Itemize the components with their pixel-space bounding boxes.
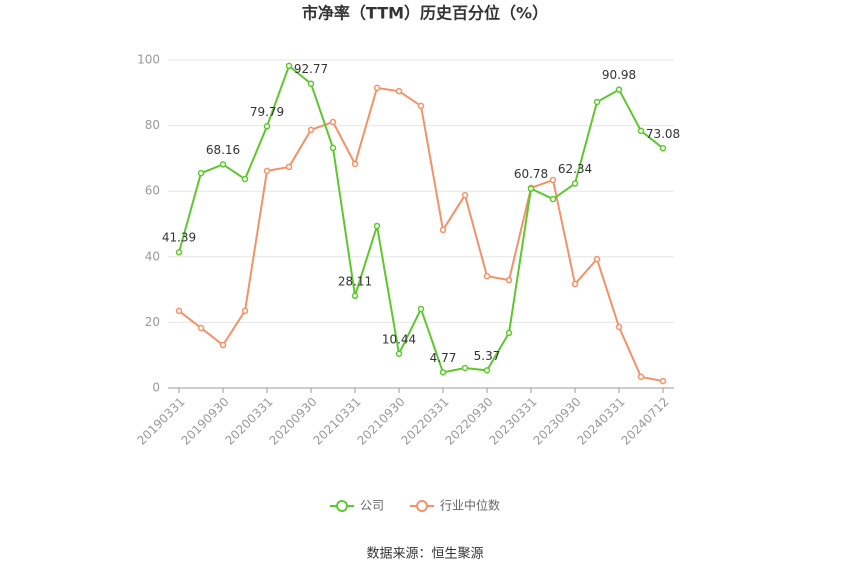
point bbox=[615, 86, 623, 93]
point bbox=[241, 307, 249, 315]
data-label: 68.16 bbox=[206, 143, 240, 157]
y-tick-label: 20 bbox=[145, 315, 160, 329]
data-label: 5.37 bbox=[474, 349, 501, 363]
point bbox=[329, 144, 337, 152]
chart-title: 市净率（TTM）历史百分位（%） bbox=[302, 4, 548, 23]
point bbox=[549, 176, 557, 184]
y-tick-label: 0 bbox=[152, 381, 160, 395]
point bbox=[483, 367, 491, 374]
legend-label: 公司 bbox=[360, 499, 384, 513]
point bbox=[307, 126, 315, 134]
point bbox=[637, 373, 645, 381]
data-label: 92.77 bbox=[294, 62, 328, 76]
point bbox=[219, 341, 227, 349]
point bbox=[417, 102, 425, 110]
point bbox=[461, 191, 469, 199]
point bbox=[527, 185, 535, 192]
point bbox=[659, 377, 667, 385]
series-line bbox=[178, 86, 664, 383]
point bbox=[417, 305, 425, 313]
y-tick-label: 40 bbox=[145, 249, 160, 263]
point bbox=[571, 280, 579, 288]
point bbox=[263, 167, 271, 175]
point bbox=[351, 160, 359, 168]
point bbox=[373, 84, 381, 92]
point bbox=[351, 292, 359, 300]
data-label: 60.78 bbox=[514, 167, 548, 181]
data-label: 10.44 bbox=[382, 332, 416, 346]
point bbox=[395, 350, 403, 358]
point bbox=[373, 222, 381, 230]
data-label: 62.34 bbox=[558, 162, 592, 176]
data-label: 90.98 bbox=[602, 68, 636, 82]
point bbox=[197, 169, 205, 177]
legend-marker bbox=[416, 500, 428, 512]
point bbox=[637, 127, 645, 135]
point bbox=[593, 98, 601, 106]
point bbox=[439, 369, 447, 376]
data-label: 73.08 bbox=[646, 127, 680, 141]
y-tick-label: 80 bbox=[145, 118, 160, 132]
source-note: 数据来源：恒生聚源 bbox=[366, 547, 483, 562]
data-label: 41.39 bbox=[162, 231, 196, 245]
legend-label: 行业中位数 bbox=[440, 498, 500, 513]
point bbox=[593, 255, 601, 263]
point bbox=[505, 329, 513, 337]
point bbox=[505, 276, 513, 284]
point bbox=[483, 272, 491, 280]
point bbox=[307, 80, 315, 87]
point bbox=[549, 195, 557, 203]
point bbox=[241, 175, 249, 183]
data-label: 4.77 bbox=[430, 351, 457, 365]
point bbox=[461, 364, 469, 372]
point bbox=[175, 307, 183, 315]
data-label: 79.79 bbox=[250, 105, 284, 119]
point bbox=[219, 161, 227, 168]
y-tick-label: 60 bbox=[145, 184, 160, 198]
legend-marker bbox=[336, 500, 348, 512]
point bbox=[615, 323, 623, 331]
x-tick-label: 20240712 bbox=[619, 395, 672, 448]
point bbox=[263, 123, 271, 130]
point bbox=[439, 226, 447, 234]
point bbox=[329, 118, 337, 126]
point bbox=[175, 248, 183, 256]
point bbox=[285, 163, 293, 171]
data-label: 28.11 bbox=[338, 274, 372, 288]
point bbox=[285, 62, 293, 70]
point bbox=[197, 324, 205, 332]
y-tick-label: 100 bbox=[137, 53, 160, 67]
point bbox=[571, 180, 579, 187]
point bbox=[395, 87, 403, 95]
point bbox=[659, 145, 667, 152]
